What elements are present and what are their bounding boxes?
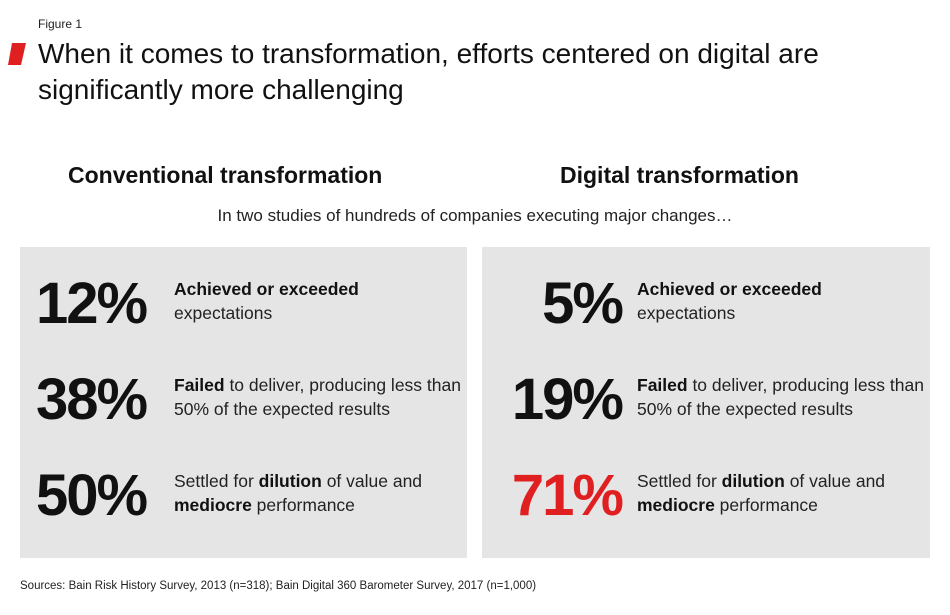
stat-value: 50% bbox=[36, 463, 148, 528]
stat-value: 12% bbox=[36, 271, 148, 336]
panel-digital: 5% Achieved or exceeded expectations 19% … bbox=[482, 247, 930, 558]
source-note: Sources: Bain Risk History Survey, 2013 … bbox=[20, 580, 537, 592]
stat-row: 5% Achieved or exceeded expectations bbox=[482, 269, 930, 349]
column-heading-conventional: Conventional transformation bbox=[68, 162, 383, 188]
stat-description: Achieved or exceeded expectations bbox=[637, 279, 822, 323]
panel-conventional: 12% Achieved or exceeded expectations 38%… bbox=[20, 247, 467, 558]
stat-row: 19% Failed to deliver, producing less th… bbox=[482, 365, 930, 445]
stat-description: Settled for dilution of value and medioc… bbox=[174, 471, 423, 515]
subtitle: In two studies of hundreds of companies … bbox=[217, 206, 733, 225]
figure-label: Figure 1 bbox=[38, 17, 83, 31]
stat-row: 12% Achieved or exceeded expectations bbox=[20, 269, 467, 349]
accent-mark bbox=[8, 43, 26, 65]
stat-value: 19% bbox=[511, 367, 624, 432]
stat-description: Failed to deliver, producing less than 5… bbox=[174, 375, 461, 419]
stat-description: Failed to deliver, producing less than 5… bbox=[637, 375, 924, 419]
stat-row: 50% Settled for dilution of value and me… bbox=[20, 461, 467, 541]
figure-title: When it comes to transformation, efforts… bbox=[38, 38, 819, 105]
stat-value-highlight: 71% bbox=[511, 463, 624, 528]
stat-value: 38% bbox=[36, 367, 148, 432]
stat-description: Achieved or exceeded expectations bbox=[174, 279, 359, 323]
stat-row: 38% Failed to deliver, producing less th… bbox=[20, 365, 467, 445]
column-heading-digital: Digital transformation bbox=[560, 162, 799, 188]
stat-row: 71% Settled for dilution of value and me… bbox=[482, 461, 930, 541]
stat-value: 5% bbox=[542, 271, 624, 336]
stat-description: Settled for dilution of value and medioc… bbox=[637, 471, 886, 515]
